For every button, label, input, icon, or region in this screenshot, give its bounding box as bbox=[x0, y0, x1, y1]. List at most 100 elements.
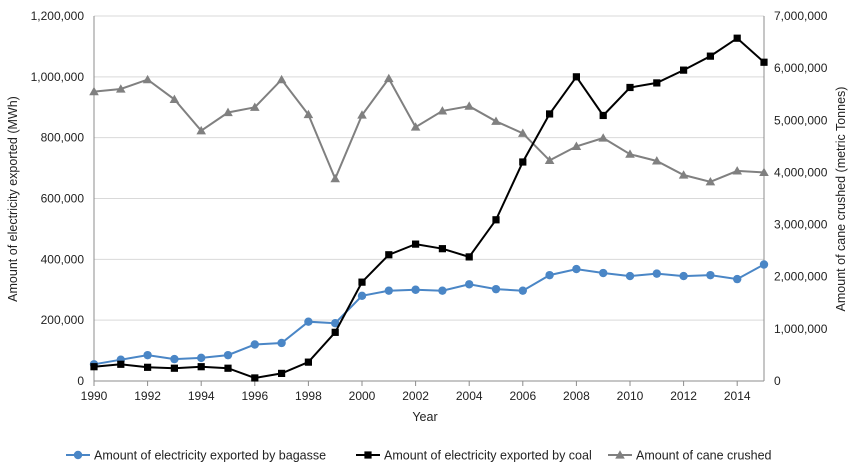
y-left-tick-label: 400,000 bbox=[41, 252, 85, 266]
y-axis-right-label: Amount of cane crushed (metric Tonnes) bbox=[834, 87, 848, 312]
grid bbox=[93, 15, 765, 386]
data-point bbox=[679, 271, 688, 281]
data-point bbox=[170, 364, 178, 372]
data-point bbox=[465, 253, 473, 261]
y-right-tick-label: 6,000,000 bbox=[774, 61, 828, 75]
data-point bbox=[599, 111, 607, 120]
data-point bbox=[625, 271, 635, 281]
legend-label: Amount of cane crushed bbox=[636, 449, 772, 462]
tick-labels: 0 200,000 400,000 600,000 800,000 1,000,000 1,… bbox=[31, 9, 828, 403]
data-point bbox=[491, 116, 501, 125]
data-point bbox=[625, 149, 635, 158]
x-tick-label: 1994 bbox=[188, 389, 215, 403]
data-point bbox=[116, 84, 126, 93]
data-point bbox=[303, 109, 314, 119]
series-0 bbox=[89, 260, 769, 369]
data-point bbox=[546, 110, 554, 118]
data-point bbox=[357, 291, 367, 301]
data-point bbox=[491, 284, 501, 294]
series-line bbox=[93, 36, 765, 380]
data-point bbox=[652, 156, 662, 165]
x-tick-label: 1990 bbox=[81, 389, 108, 403]
data-point bbox=[544, 155, 555, 165]
x-tick-label: 2014 bbox=[724, 389, 751, 403]
data-point bbox=[652, 269, 661, 278]
data-point bbox=[492, 216, 500, 224]
x-axis-label: Year bbox=[412, 410, 437, 424]
y-right-tick-label: 5,000,000 bbox=[774, 113, 828, 127]
data-point bbox=[598, 133, 608, 142]
y-left-tick-label: 600,000 bbox=[41, 192, 85, 206]
data-point bbox=[545, 270, 554, 280]
data-point bbox=[678, 170, 689, 179]
data-point bbox=[117, 360, 125, 368]
data-point bbox=[197, 353, 206, 363]
x-tick-label: 2000 bbox=[349, 389, 376, 403]
data-point bbox=[223, 350, 233, 360]
data-point bbox=[331, 319, 340, 328]
data-point bbox=[277, 338, 286, 348]
legend-label: Amount of electricity exported by coal bbox=[384, 449, 592, 462]
data-point bbox=[653, 79, 661, 87]
data-point bbox=[706, 52, 714, 60]
y-left-tick-label: 200,000 bbox=[41, 313, 85, 327]
series-2 bbox=[89, 73, 769, 186]
data-point bbox=[169, 94, 180, 104]
data-point bbox=[759, 167, 769, 177]
data-point bbox=[276, 74, 287, 84]
x-tick-label: 2010 bbox=[617, 389, 644, 403]
data-point bbox=[364, 451, 372, 459]
data-point bbox=[250, 340, 259, 349]
data-point bbox=[412, 240, 420, 248]
y-right-tick-label: 7,000,000 bbox=[774, 9, 828, 23]
data-point bbox=[384, 286, 393, 295]
y-left-tick-label: 1,200,000 bbox=[31, 9, 85, 23]
x-tick-label: 1992 bbox=[134, 389, 161, 403]
data-point bbox=[170, 354, 179, 364]
y-right-tick-label: 1,000,000 bbox=[774, 322, 828, 336]
data-point bbox=[357, 110, 367, 119]
data-point bbox=[733, 34, 741, 42]
data-point bbox=[706, 270, 715, 280]
data-point bbox=[331, 328, 339, 336]
y-right-tick-label: 3,000,000 bbox=[774, 218, 828, 232]
x-tick-label: 1998 bbox=[295, 389, 322, 403]
data-point bbox=[599, 268, 608, 278]
data-point bbox=[358, 278, 366, 286]
data-point bbox=[73, 450, 83, 460]
y-right-tick-label: 0 bbox=[774, 374, 781, 388]
data-point bbox=[411, 285, 420, 294]
data-point bbox=[518, 128, 528, 137]
data-point bbox=[223, 107, 233, 117]
data-point bbox=[680, 66, 688, 74]
data-point bbox=[385, 251, 393, 259]
data-point bbox=[278, 369, 286, 377]
x-tick-label: 2012 bbox=[670, 389, 697, 403]
legend: Amount of electricity exported by bagass… bbox=[66, 449, 772, 462]
data-point bbox=[142, 74, 153, 84]
x-tick-label: 1996 bbox=[241, 389, 268, 403]
data-point bbox=[705, 177, 716, 186]
data-point bbox=[464, 101, 474, 110]
data-point bbox=[437, 106, 448, 115]
data-point bbox=[519, 158, 527, 166]
data-point bbox=[615, 450, 625, 459]
x-tick-label: 2004 bbox=[456, 389, 483, 403]
data-point bbox=[571, 141, 582, 150]
data-point bbox=[465, 280, 474, 289]
series-1 bbox=[90, 34, 768, 382]
data-point bbox=[759, 260, 769, 269]
data-point bbox=[518, 286, 527, 295]
x-tick-label: 2002 bbox=[402, 389, 429, 403]
data-point bbox=[330, 173, 340, 183]
data-point bbox=[733, 274, 742, 284]
data-point bbox=[572, 264, 581, 274]
legend-label: Amount of electricity exported by bagass… bbox=[94, 449, 326, 462]
data-point bbox=[144, 363, 152, 371]
x-tick-label: 2008 bbox=[563, 389, 590, 403]
data-point bbox=[304, 358, 312, 366]
x-tick-label: 2006 bbox=[509, 389, 536, 403]
data-point bbox=[250, 102, 260, 111]
y-right-tick-label: 4,000,000 bbox=[774, 165, 828, 179]
data-point bbox=[410, 122, 421, 131]
